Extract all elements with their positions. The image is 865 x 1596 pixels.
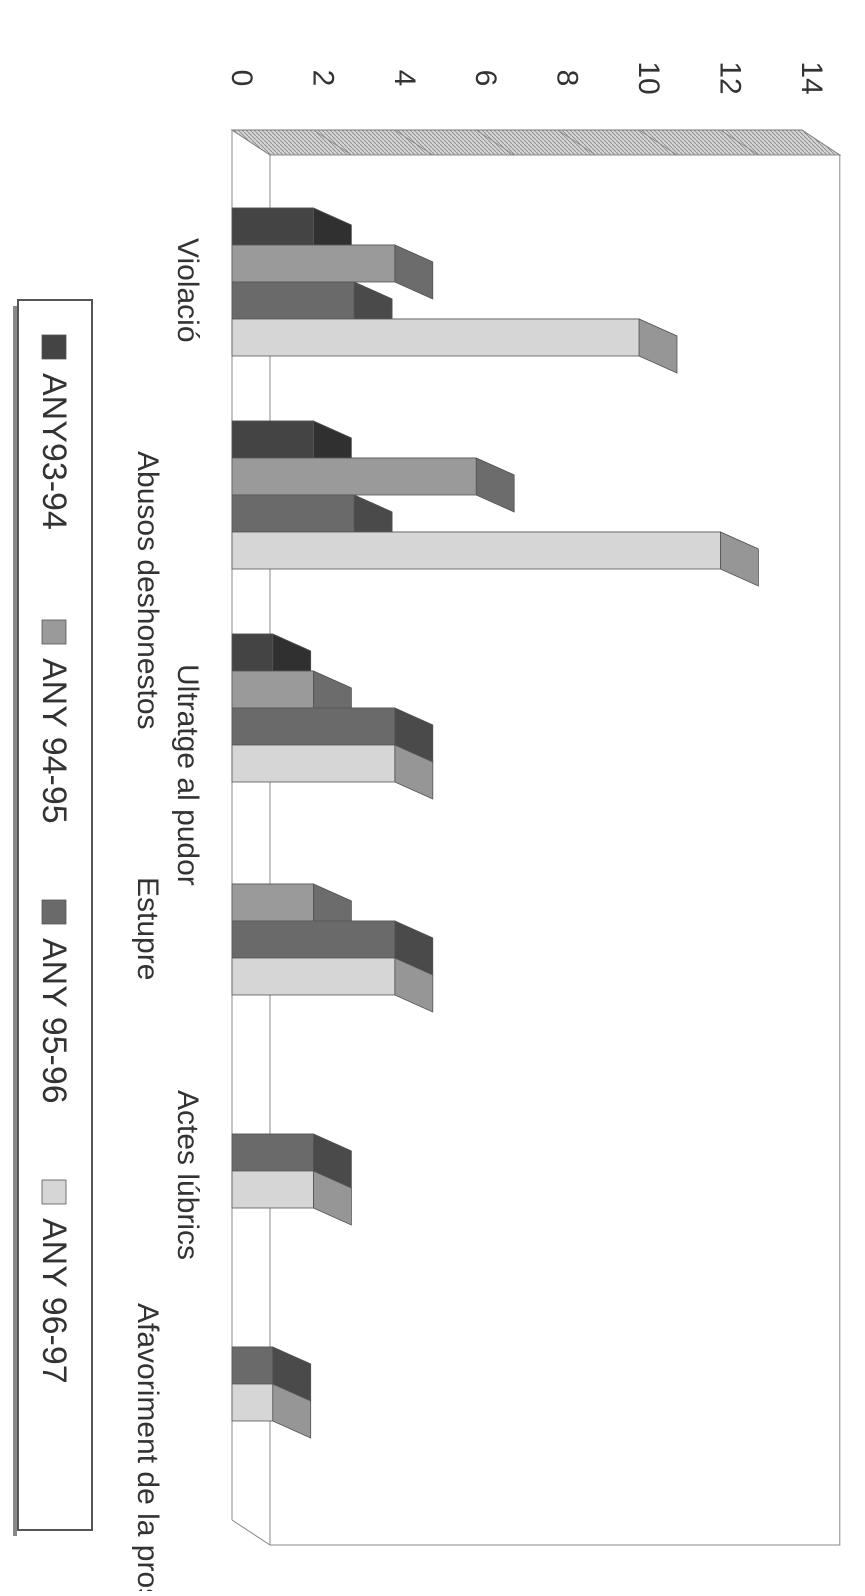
legend-label: ANY 96-97 (35, 1218, 73, 1384)
category-label: Afavoriment de la prostit (131, 1303, 164, 1591)
bar (232, 958, 433, 1012)
legend: ANY93-94 ANY 94-95 ANY 95-96 ANY 96-97 (13, 300, 92, 1536)
bar-front-face (232, 1384, 273, 1421)
bar-front-face (232, 1171, 313, 1208)
value-tick-label: 14 (795, 61, 828, 94)
value-tick-label: 4 (388, 70, 421, 87)
bar-front-face (232, 495, 354, 532)
legend-swatch (42, 1180, 66, 1204)
bar (232, 532, 758, 586)
bar-end-face (395, 245, 433, 299)
value-tick-label: 2 (306, 70, 339, 87)
bar-end-face (639, 319, 677, 373)
bar-front-face (232, 634, 273, 671)
bar-front-face (232, 458, 476, 495)
bar-front-face (232, 884, 313, 921)
category-label: Ultratge al pudor (171, 664, 204, 886)
legend-label: ANY 94-95 (35, 658, 73, 824)
category-label: Actes lúbrics (171, 1090, 204, 1260)
bar-front-face (232, 245, 395, 282)
chart-back-wall (270, 155, 840, 1545)
bar-front-face (232, 921, 395, 958)
bar-front-face (232, 421, 313, 458)
bar-front-face (232, 671, 313, 708)
value-tick-label: 6 (469, 70, 502, 87)
bar-front-face (232, 208, 313, 245)
bar-front-face (232, 708, 395, 745)
bar-end-face (720, 532, 758, 586)
bars (232, 208, 758, 1438)
legend-swatch (42, 620, 66, 644)
bar-front-face (232, 282, 354, 319)
legend-label: ANY 95-96 (35, 938, 73, 1104)
legend-label: ANY93-94 (35, 373, 73, 530)
axis-depth-line (232, 1520, 270, 1545)
legend-shadow (13, 306, 17, 1536)
legend-swatch (42, 900, 66, 924)
bar-front-face (232, 532, 720, 569)
category-label: Violació (171, 238, 204, 343)
category-label: Estupre (131, 877, 164, 980)
bar (232, 319, 677, 373)
bar-front-face (232, 1347, 273, 1384)
value-tick-label: 10 (632, 61, 665, 94)
bar-front-face (232, 745, 395, 782)
bar-front-face (232, 958, 395, 995)
value-tick-label: 0 (225, 70, 258, 87)
bar-front-face (232, 1134, 313, 1171)
legend-swatch (42, 335, 66, 359)
bar (232, 745, 433, 799)
value-tick-label: 12 (713, 61, 746, 94)
chart-top-wall (232, 130, 840, 155)
category-label: Abusos deshonestos (131, 451, 164, 730)
bar-front-face (232, 319, 639, 356)
value-tick-label: 8 (551, 70, 584, 87)
bar-end-face (476, 458, 514, 512)
